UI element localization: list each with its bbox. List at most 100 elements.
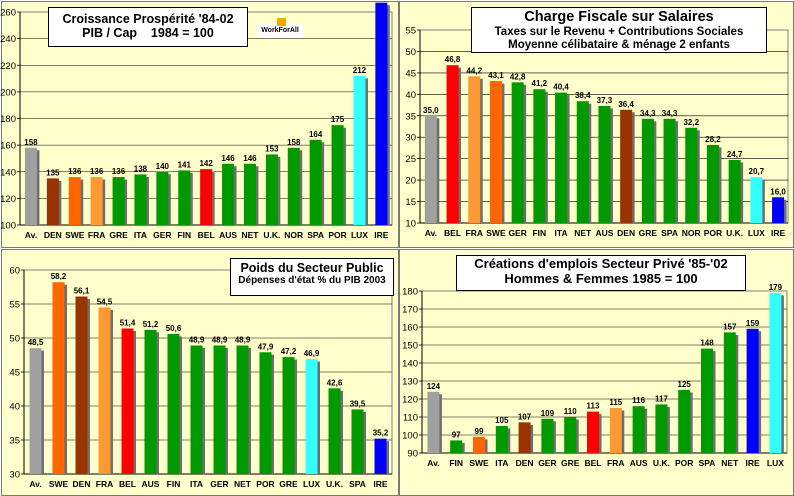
data-label: 159 bbox=[746, 319, 760, 328]
data-label: 43,1 bbox=[488, 71, 504, 80]
chart-title: Croissance Prospérité '84-02 bbox=[62, 12, 234, 26]
x-tick-label: DEN bbox=[516, 458, 534, 468]
bar-group bbox=[112, 177, 128, 225]
x-tick-label: U.K. bbox=[653, 458, 670, 468]
bar bbox=[167, 333, 180, 474]
bar bbox=[98, 307, 111, 474]
chart-svg-prosperity: 100 120 140 160 180 200 220 240 260 158 Av. 135 DEN 1… bbox=[0, 0, 393, 240]
bar bbox=[678, 390, 691, 453]
x-tick-label: SWE bbox=[65, 230, 85, 240]
data-label: 135 bbox=[46, 168, 60, 177]
bar-group bbox=[468, 76, 483, 223]
bar-group bbox=[351, 409, 366, 474]
bar bbox=[287, 147, 300, 225]
workforall-logo: WorkForAll bbox=[257, 18, 303, 38]
bar bbox=[52, 282, 65, 474]
data-label: 107 bbox=[518, 412, 532, 421]
bar bbox=[723, 332, 736, 453]
data-label: 179 bbox=[769, 283, 783, 292]
x-tick-label: AUS bbox=[595, 228, 613, 238]
bar-group bbox=[375, 2, 390, 226]
chart-title: Poids du Secteur Public bbox=[240, 261, 384, 275]
bar bbox=[609, 408, 622, 453]
x-tick-label: IRE bbox=[374, 230, 389, 240]
x-tick-label: SWE bbox=[469, 458, 489, 468]
bar bbox=[632, 406, 645, 453]
x-tick-label: SWE bbox=[486, 228, 506, 238]
bar bbox=[29, 348, 42, 474]
bar bbox=[259, 352, 272, 474]
x-tick-label: POR bbox=[328, 230, 346, 240]
bar-group bbox=[706, 144, 722, 223]
bar bbox=[46, 178, 59, 225]
data-label: 56,1 bbox=[74, 287, 90, 296]
chart-panel-job-creation: 90 100 110 120 130 140 150 160 170 180 124 Av. 97 FIN… bbox=[399, 249, 794, 496]
data-label: 164 bbox=[309, 130, 323, 139]
x-tick-label: FRA bbox=[96, 479, 113, 489]
bar bbox=[576, 101, 589, 223]
bar-group bbox=[236, 345, 251, 474]
bar-group bbox=[24, 147, 40, 225]
y-tick-label: 55 bbox=[405, 26, 416, 37]
data-label: 146 bbox=[221, 154, 235, 163]
bar bbox=[144, 329, 157, 474]
data-label: 39,5 bbox=[350, 399, 366, 408]
chart-panel-tax-burden: 10 15 20 25 30 35 40 45 50 55 35,0 Av. 46,8 BEL 44,2 FR… bbox=[399, 1, 794, 248]
data-label: 142 bbox=[199, 159, 213, 168]
bar bbox=[701, 348, 713, 453]
data-label: 116 bbox=[632, 396, 645, 405]
bar-group bbox=[518, 422, 534, 453]
x-tick-label: AUS bbox=[630, 458, 648, 468]
bar bbox=[641, 118, 654, 223]
bar-group bbox=[587, 411, 602, 453]
bar-group bbox=[555, 92, 570, 224]
bar-group bbox=[29, 348, 44, 474]
bar-group bbox=[200, 169, 215, 225]
data-label: 48,5 bbox=[28, 338, 44, 347]
y-tick-label: 40 bbox=[9, 402, 20, 413]
bar bbox=[728, 159, 741, 223]
data-label: 105 bbox=[495, 416, 509, 425]
bar bbox=[587, 411, 599, 453]
y-tick-label: 260 bbox=[0, 8, 16, 19]
y-tick-label: 50 bbox=[405, 47, 416, 58]
x-tick-label: FIN bbox=[449, 458, 463, 468]
data-label: 50,6 bbox=[166, 324, 182, 333]
bar bbox=[112, 177, 125, 225]
data-label: 32,2 bbox=[683, 118, 699, 127]
y-tick-label: 100 bbox=[402, 431, 418, 442]
y-tick-label: 170 bbox=[402, 305, 418, 316]
x-tick-label: FIN bbox=[167, 479, 181, 489]
x-tick-label: BEL bbox=[585, 458, 602, 468]
chart-svg-job-creation: 90 100 110 120 130 140 150 160 170 180 124 Av. 97 FIN… bbox=[402, 283, 788, 468]
data-label: 46,8 bbox=[445, 55, 461, 64]
y-tick-label: 50 bbox=[9, 334, 20, 345]
bar bbox=[375, 2, 388, 226]
y-tick-label: 240 bbox=[0, 34, 16, 45]
data-label: 113 bbox=[587, 402, 600, 411]
bar bbox=[555, 92, 568, 224]
bar bbox=[750, 177, 763, 223]
x-tick-label: DEN bbox=[44, 230, 62, 240]
x-tick-label: LUX bbox=[748, 228, 765, 238]
y-tick-label: 10 bbox=[405, 219, 416, 230]
x-tick-label: BEL bbox=[444, 228, 461, 238]
x-tick-label: POR bbox=[675, 458, 693, 468]
y-tick-label: 220 bbox=[0, 61, 16, 72]
bar bbox=[353, 75, 366, 226]
bar-group bbox=[750, 177, 765, 223]
bar-group bbox=[446, 65, 462, 224]
y-tick-label: 140 bbox=[402, 359, 418, 370]
chart-panel-public-sector: 30 35 40 45 50 55 60 48,5 Av. 58,2 SWE 56,1 DEN 54,5 F… bbox=[1, 249, 399, 496]
chart-subtitle: Hommes & Femmes 1985 = 100 bbox=[504, 270, 698, 286]
bar bbox=[243, 163, 256, 225]
x-tick-label: U.K. bbox=[726, 228, 743, 238]
bar-group bbox=[282, 357, 297, 474]
chart-title: Charge Fiscale sur Salaires bbox=[524, 9, 714, 25]
data-label: 138 bbox=[134, 164, 148, 173]
chart-title-box: Croissance Prospérité '84-02 PIB / Cap 1… bbox=[48, 7, 248, 47]
x-tick-label: NET bbox=[241, 230, 259, 240]
y-tick-label: 25 bbox=[405, 154, 416, 165]
bar-group bbox=[259, 352, 274, 474]
bar-group bbox=[701, 348, 716, 453]
